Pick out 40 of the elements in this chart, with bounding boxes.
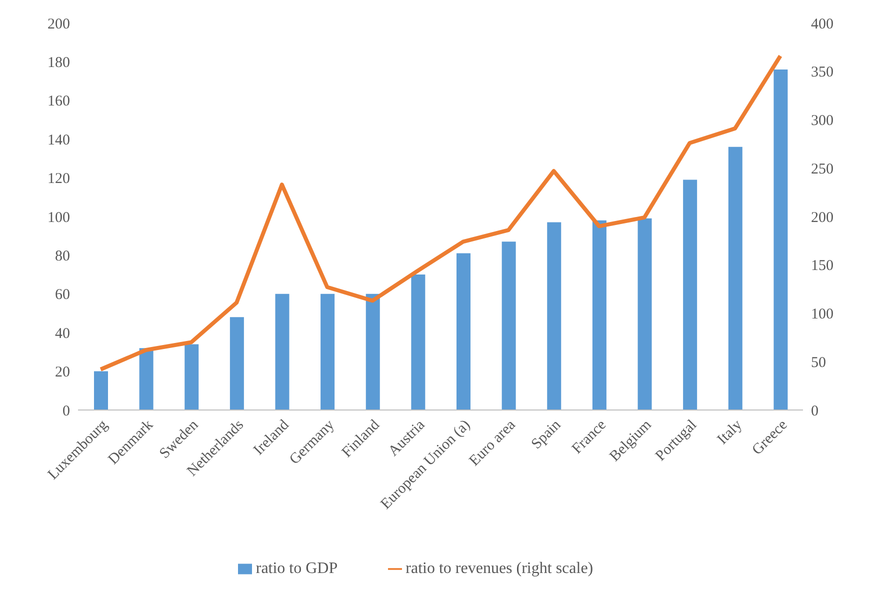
y2-tick-label: 50 (811, 354, 826, 371)
bar (638, 218, 652, 410)
bar (320, 294, 335, 410)
y2-tick-label: 100 (811, 306, 834, 323)
bar (94, 371, 108, 410)
y-tick-label: 160 (48, 94, 70, 110)
bar (592, 220, 606, 410)
y-tick-label: 80 (55, 248, 70, 265)
line-series (98, 54, 782, 372)
legend-label: ratio to revenues (right scale) (406, 560, 594, 577)
y2-tick-label: 300 (811, 113, 834, 130)
bar (456, 253, 470, 410)
y2-tick-label: 150 (811, 258, 834, 274)
y-tick-label: 60 (55, 287, 70, 304)
bar (366, 294, 380, 410)
y-tick-label: 140 (48, 132, 70, 148)
y2-tick-label: 200 (811, 210, 834, 226)
y-tick-label: 0 (62, 403, 70, 420)
bar (230, 317, 244, 410)
y2-tick-label: 0 (811, 403, 818, 420)
bar (502, 242, 516, 410)
bar (275, 294, 290, 410)
y-tick-label: 20 (55, 364, 70, 381)
y-tick-label: 200 (48, 16, 70, 32)
y-tick-label: 40 (55, 326, 70, 342)
y2-tick-label: 350 (811, 64, 834, 81)
bar (774, 69, 788, 410)
y-tick-label: 120 (48, 171, 70, 188)
legend-label: ratio to GDP (256, 560, 338, 577)
bar (184, 344, 199, 410)
y-tick-label: 180 (48, 55, 70, 72)
y2-tick-label: 400 (811, 16, 834, 32)
bar (547, 222, 562, 410)
bar (683, 180, 698, 410)
y-tick-label: 100 (48, 210, 70, 226)
y2-tick-label: 250 (811, 161, 834, 178)
x-tick-label: Italy (714, 416, 746, 448)
bar (139, 348, 154, 410)
bar (411, 274, 426, 410)
bar (728, 146, 742, 410)
